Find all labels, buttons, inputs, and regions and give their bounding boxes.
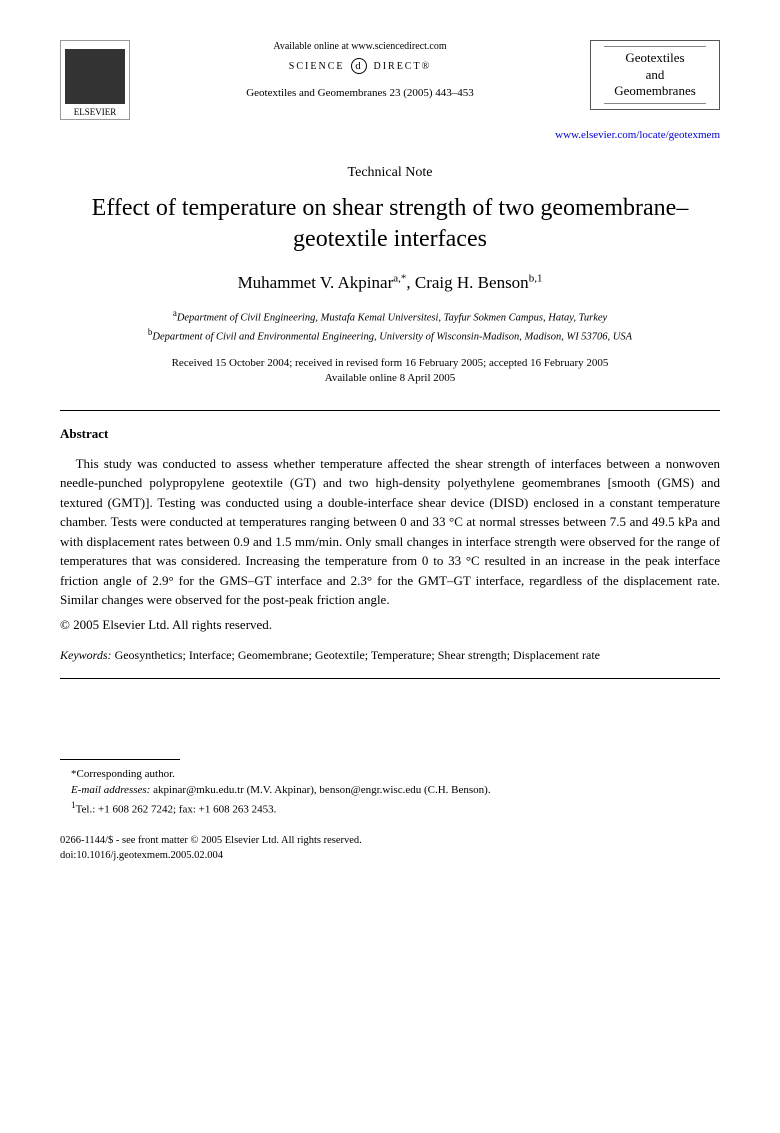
elsevier-tree-icon	[65, 49, 125, 104]
science-direct-logo: SCIENCE d DIRECT®	[140, 58, 580, 74]
email-text: akpinar@mku.edu.tr (M.V. Akpinar), benso…	[153, 784, 490, 796]
doi-block: 0266-1144/$ - see front matter © 2005 El…	[60, 834, 720, 863]
divider-top	[60, 410, 720, 411]
keywords-label: Keywords:	[60, 648, 112, 662]
author-2: Craig H. Benson	[415, 273, 529, 292]
authors: Muhammet V. Akpinara,*, Craig H. Bensonb…	[60, 271, 720, 295]
dates-line2: Available online 8 April 2005	[325, 372, 456, 384]
tel-text: Tel.: +1 608 262 7242; fax: +1 608 263 2…	[76, 803, 277, 815]
elsevier-logo: ELSEVIER	[60, 40, 130, 120]
affil-a: Department of Civil Engineering, Mustafa…	[177, 313, 607, 324]
journal-box-line1: Geotextiles	[625, 50, 684, 67]
journal-box-line3: Geomembranes	[614, 83, 696, 100]
doi-line2: doi:10.1016/j.geotexmem.2005.02.004	[60, 850, 223, 861]
available-online-text: Available online at www.sciencedirect.co…	[140, 40, 580, 54]
corresponding-author: *Corresponding author.	[60, 766, 720, 783]
journal-box-line2: and	[646, 67, 665, 84]
divider-bottom	[60, 678, 720, 679]
science-right: DIRECT®	[373, 61, 431, 72]
elsevier-label: ELSEVIER	[74, 106, 117, 119]
article-dates: Received 15 October 2004; received in re…	[60, 356, 720, 387]
footnotes: *Corresponding author. E-mail addresses:…	[60, 766, 720, 818]
author-1: Muhammet V. Akpinar	[238, 273, 394, 292]
footnote-separator	[60, 759, 180, 760]
journal-box: Geotextiles and Geomembranes	[590, 40, 720, 110]
journal-url[interactable]: www.elsevier.com/locate/geotexmem	[60, 128, 720, 143]
tel-line: 1Tel.: +1 608 262 7242; fax: +1 608 263 …	[60, 799, 720, 818]
abstract-heading: Abstract	[60, 425, 720, 443]
at-icon: d	[351, 58, 367, 74]
author-2-sup: b,1	[529, 273, 543, 285]
affiliations: aDepartment of Civil Engineering, Mustaf…	[60, 307, 720, 346]
email-line: E-mail addresses: akpinar@mku.edu.tr (M.…	[60, 782, 720, 799]
email-label: E-mail addresses:	[71, 784, 150, 796]
header-row: ELSEVIER Available online at www.science…	[60, 40, 720, 120]
keywords-text: Geosynthetics; Interface; Geomembrane; G…	[115, 648, 600, 662]
abstract-copyright: © 2005 Elsevier Ltd. All rights reserved…	[60, 616, 720, 634]
dates-line1: Received 15 October 2004; received in re…	[172, 357, 609, 369]
affil-b: Department of Civil and Environmental En…	[152, 332, 632, 343]
article-title: Effect of temperature on shear strength …	[60, 193, 720, 255]
center-header: Available online at www.sciencedirect.co…	[130, 40, 590, 101]
article-type: Technical Note	[60, 163, 720, 183]
journal-reference: Geotextiles and Geomembranes 23 (2005) 4…	[140, 86, 580, 101]
author-1-sup: a,*	[393, 273, 406, 285]
science-left: SCIENCE	[289, 61, 345, 72]
keywords: Keywords: Geosynthetics; Interface; Geom…	[60, 646, 720, 664]
abstract-text: This study was conducted to assess wheth…	[60, 454, 720, 610]
doi-line1: 0266-1144/$ - see front matter © 2005 El…	[60, 835, 362, 846]
